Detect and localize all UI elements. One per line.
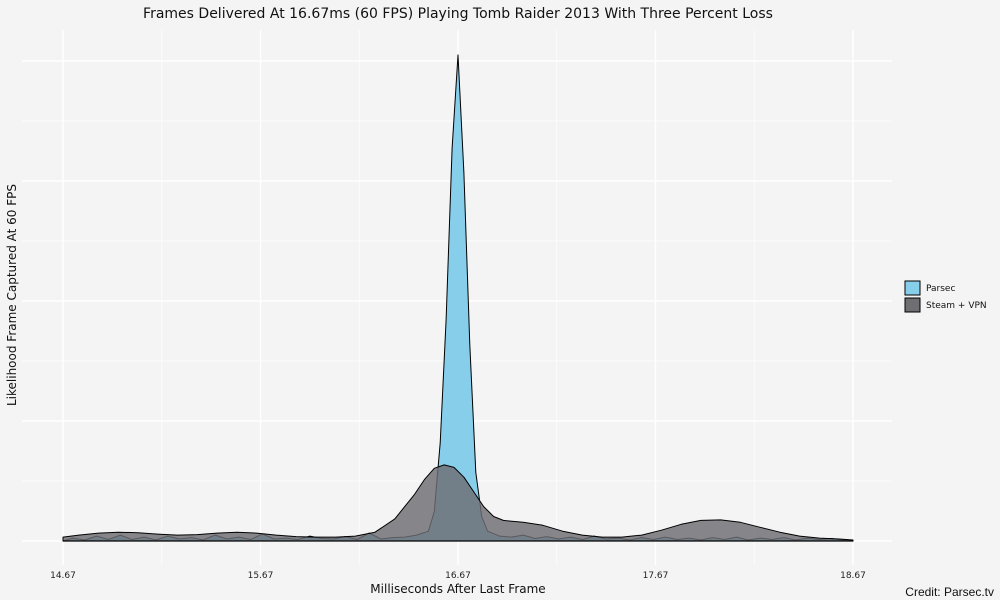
- legend-label-steam-vpn: Steam + VPN: [926, 301, 987, 311]
- credit-text: Credit: Parsec.tv: [905, 585, 994, 599]
- legend-label-parsec: Parsec: [926, 284, 955, 294]
- x-tick-label: 18.67: [840, 571, 866, 581]
- density-areas: [62, 54, 854, 542]
- x-tick-label: 14.67: [50, 571, 76, 581]
- area-parsec: [62, 54, 854, 542]
- legend-swatch-steam-vpn: [904, 297, 921, 313]
- y-axis-label: Likelihood Frame Captured At 60 FPS: [5, 184, 19, 406]
- x-axis-label: Milliseconds After Last Frame: [370, 582, 545, 596]
- x-tick-label: 15.67: [248, 571, 274, 581]
- x-tick-label: 17.67: [643, 571, 669, 581]
- x-axis-ticks: 14.67 15.67 16.67 17.67 18.67: [50, 571, 866, 581]
- x-tick-label: 16.67: [445, 571, 471, 581]
- area-steam-vpn: [62, 464, 854, 542]
- legend: Parsec Steam + VPN: [904, 280, 987, 313]
- legend-swatch-parsec: [904, 280, 921, 296]
- chart-title: Frames Delivered At 16.67ms (60 FPS) Pla…: [143, 6, 773, 22]
